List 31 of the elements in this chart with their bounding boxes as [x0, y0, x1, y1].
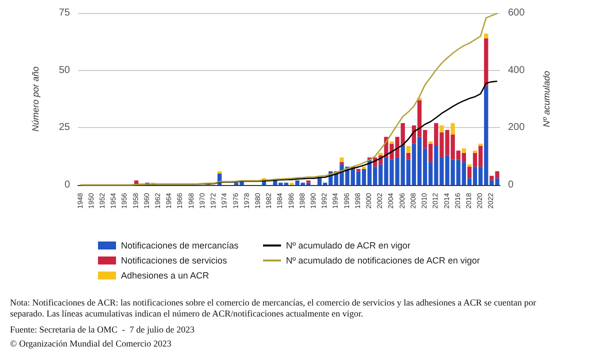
- source-note: Fuente: Secretaria de la OMC - 7 de julio de 2023: [10, 324, 195, 334]
- text: © Organización Mundial del Comercio 2023: [10, 338, 172, 348]
- bar: [450, 123, 455, 135]
- bar: [218, 171, 222, 174]
- y2-tick-label: 400: [508, 64, 526, 76]
- legend-label: Nº acumulado de ACR en vigor: [286, 240, 410, 250]
- legend-label: Adhesiones a un ACR: [121, 270, 210, 280]
- bar: [467, 166, 472, 178]
- y-tick-label: 75: [58, 8, 70, 18]
- bar: [484, 34, 488, 38]
- y-tick-label: 25: [58, 122, 70, 134]
- legend-label: Notificaciones de mercancías: [121, 240, 240, 250]
- bar: [440, 125, 444, 132]
- y-tick-label: 0: [64, 180, 70, 190]
- bar: [462, 148, 466, 153]
- bar: [478, 144, 483, 146]
- bar: [406, 152, 410, 160]
- y-tick-label: 50: [58, 64, 70, 76]
- bar: [340, 157, 344, 162]
- text: Nota: Notificaciones de ACR: las notificaciones sobre el comercio de mercancías, el comercio de servicios y las adhesiones a ACR se cuentan por separado. Las líneas acumulativas indican el número de ACR/notificaciones actualmente en vigor.: [10, 298, 538, 318]
- legend-label: Nº acumulado de notificaciones de ACR en vigor: [286, 256, 480, 266]
- y2-tick-label: 200: [508, 122, 526, 134]
- bar: [406, 146, 410, 153]
- y-axis-title: Número por año: [30, 66, 40, 132]
- bar: [484, 38, 488, 86]
- y2-tick-label: 600: [508, 8, 526, 18]
- bar: [390, 141, 394, 144]
- line-series: [80, 12, 498, 186]
- y2-tick-label: 0: [508, 180, 514, 190]
- legend-label: Notificaciones de servicios: [121, 256, 228, 266]
- y2-axis-title: Nº acumulado: [542, 70, 552, 128]
